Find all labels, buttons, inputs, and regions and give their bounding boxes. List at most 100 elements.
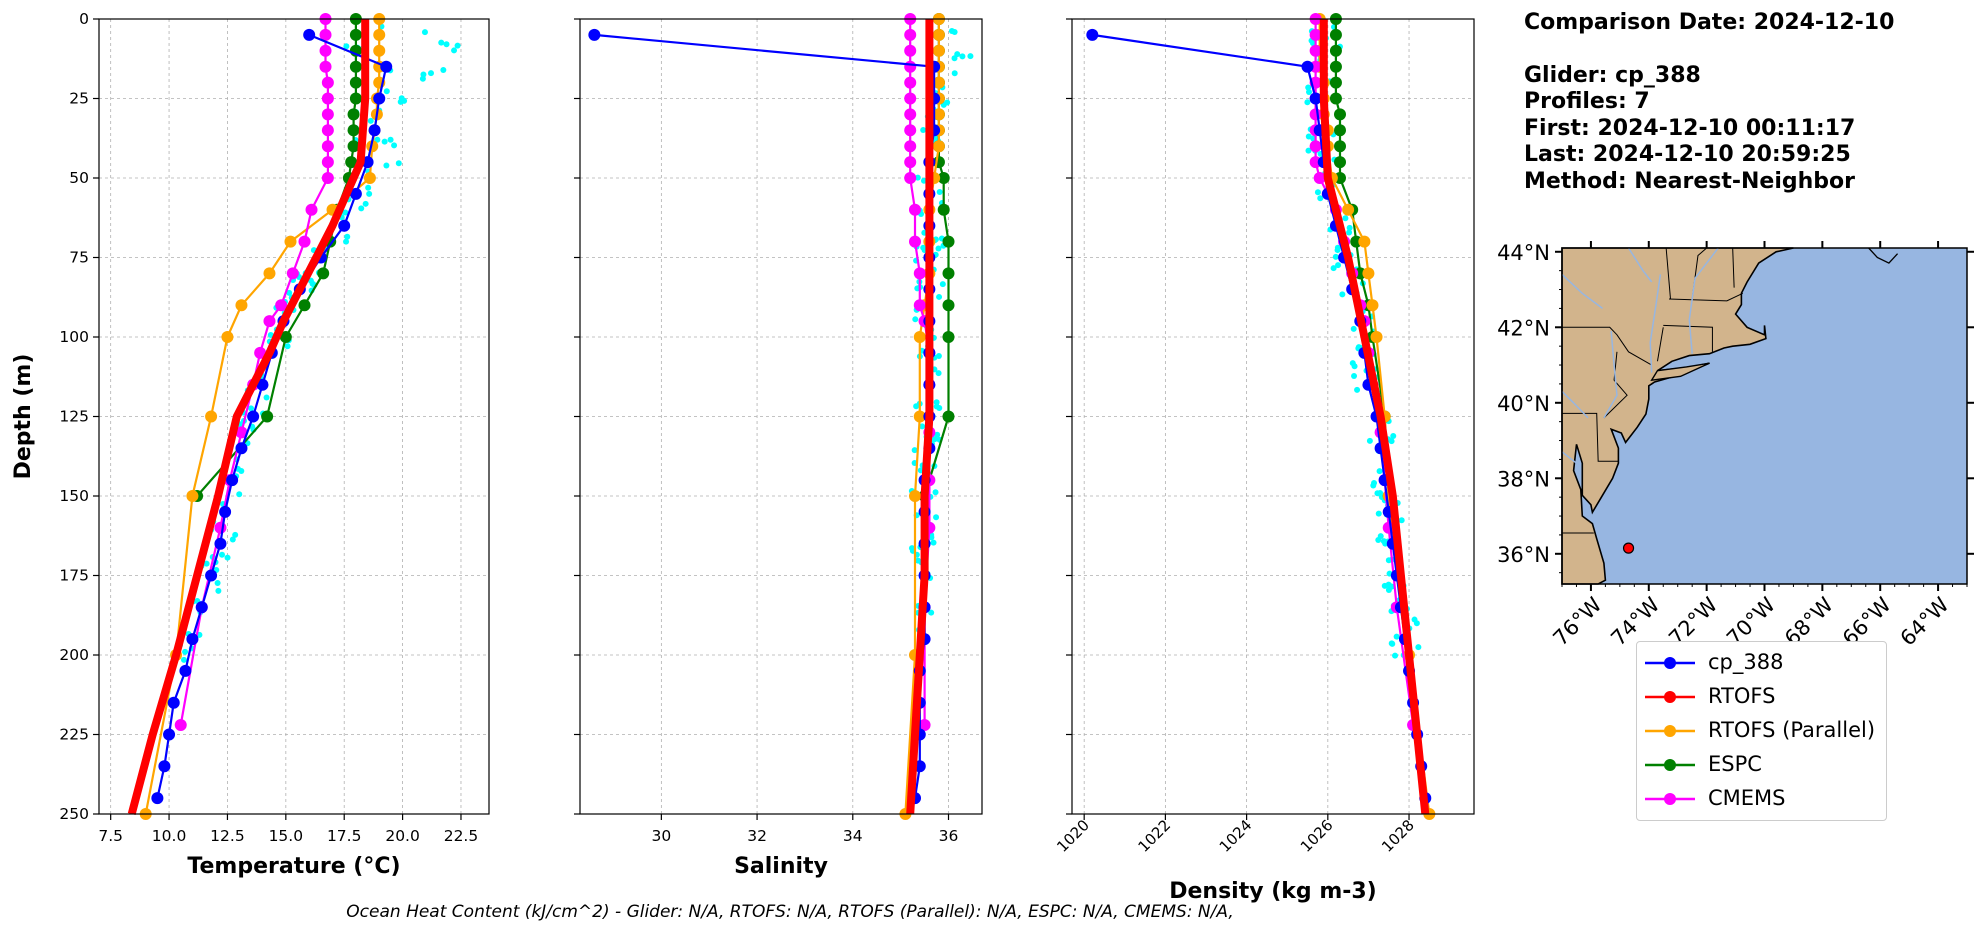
series-point-rtofs_parallel [205,410,218,423]
glider-raw-point [263,394,270,401]
series-line-rtofs [1319,19,1430,815]
map-inset: 44°N42°N40°N38°N36°N76°W 74°W 72°W 70°W 68°W… [1497,241,1974,651]
glider-raw-point [1346,229,1353,236]
glider-raw-point [911,447,918,454]
x-tick-label: 12.5 [210,827,245,845]
x-tick-label: 1026 [1297,816,1337,856]
glider-raw-point [1354,386,1361,393]
legend-item-glider: cp_388 [1637,648,1886,678]
series-point-cmems [235,426,248,439]
x-tick-label: 32 [747,827,767,845]
last-time: Last: 2024-12-10 20:59:25 [1524,142,1851,167]
map-lat-label: 36°N [1497,543,1550,567]
series-point-rtofs_parallel [913,410,926,423]
series-point-glider [163,728,176,741]
series-point-rtofs_parallel [1358,235,1371,248]
glider-raw-point [286,289,293,296]
series-point-cmems [1309,28,1322,41]
series-point-espc [347,124,360,137]
series-point-rtofs_parallel [1366,299,1379,312]
glider-raw-point [180,656,187,663]
glider-raw-point [1388,640,1395,647]
glider-raw-point [1314,189,1321,196]
map-state-border [1603,351,1628,419]
legend-label: ESPC [1708,752,1762,776]
x-axis-label: Salinity [734,854,828,879]
glider-raw-point [935,353,942,360]
glider-raw-point [967,53,974,60]
y-tick-label: 50 [69,169,89,187]
series-point-glider [373,92,386,105]
glider-raw-point [936,189,943,196]
series-point-cmems [321,172,334,184]
map-lon-label: 76°W [1548,592,1606,650]
series-point-cmems [918,718,931,731]
glider-raw-point [936,293,943,300]
y-tick-label: 100 [59,328,89,346]
y-tick-label: 25 [69,90,89,108]
glider-raw-point [1334,244,1341,251]
legend-item-rtofs-parallel: RTOFS (Parallel) [1637,716,1886,746]
map-state-border [1732,247,1735,288]
glider-raw-point [920,127,927,134]
glider-raw-point [419,75,426,82]
glider-raw-point [930,539,937,546]
series-point-rtofs_parallel [186,490,199,502]
glider-raw-point [1342,215,1349,222]
map-river [1649,274,1662,373]
glider-raw-point [374,136,381,143]
glider-raw-point [284,343,291,350]
series-point-cmems [1309,44,1322,57]
map-river [1688,247,1719,354]
series-point-rtofs_parallel [932,76,945,89]
glider-raw-point [1339,291,1346,298]
series-point-glider [338,219,351,232]
series-point-rtofs_parallel [284,235,297,248]
y-tick-label: 250 [59,805,89,823]
series-point-rtofs_parallel [932,44,945,57]
glider-raw-point [229,536,236,543]
glider-raw-point [935,245,942,252]
glider-raw-point [343,238,350,245]
glider-raw-point [935,370,942,377]
series-point-glider [256,378,269,391]
series-point-cmems [904,156,917,169]
glider-raw-point [951,29,958,36]
series-point-rtofs_parallel [932,28,945,41]
series-point-glider [151,792,164,805]
profile-count: Profiles: 7 [1524,89,1650,114]
glider-raw-point [1350,325,1357,332]
series-point-cmems [1313,172,1326,184]
map-long-island [1650,362,1710,382]
series-point-cmems [913,267,926,280]
legend-label: RTOFS (Parallel) [1708,718,1876,742]
map-river [1561,451,1577,464]
legend-item-cmems: CMEMS [1637,784,1886,814]
glider-raw-point [1375,510,1382,517]
series-point-rtofs_parallel [221,331,234,343]
map-state-border [1669,292,1744,302]
series-point-glider [247,410,260,423]
series-point-cmems [305,203,318,216]
y-tick-label: 225 [59,726,89,744]
glider-raw-point [1366,437,1373,444]
series-point-espc [1329,28,1342,41]
glider-raw-point [236,491,243,498]
series-point-espc [1334,124,1346,137]
x-tick-label: 17.5 [327,827,362,845]
x-tick-label: 7.5 [98,827,123,845]
x-tick-label: 34 [843,827,863,845]
series-point-cmems [298,235,311,248]
series-point-espc [942,235,955,248]
series-point-espc [347,108,360,121]
glider-raw-point [454,42,461,49]
series-point-espc [942,267,955,280]
series-point-cmems [904,172,917,184]
x-tick-label: 30 [651,827,671,845]
map-river [1603,330,1618,419]
series-point-cmems [909,235,921,248]
series-point-glider [195,601,208,614]
series-point-espc [261,410,274,423]
map-lat-label: 38°N [1497,467,1550,491]
series-point-cmems [904,60,917,73]
